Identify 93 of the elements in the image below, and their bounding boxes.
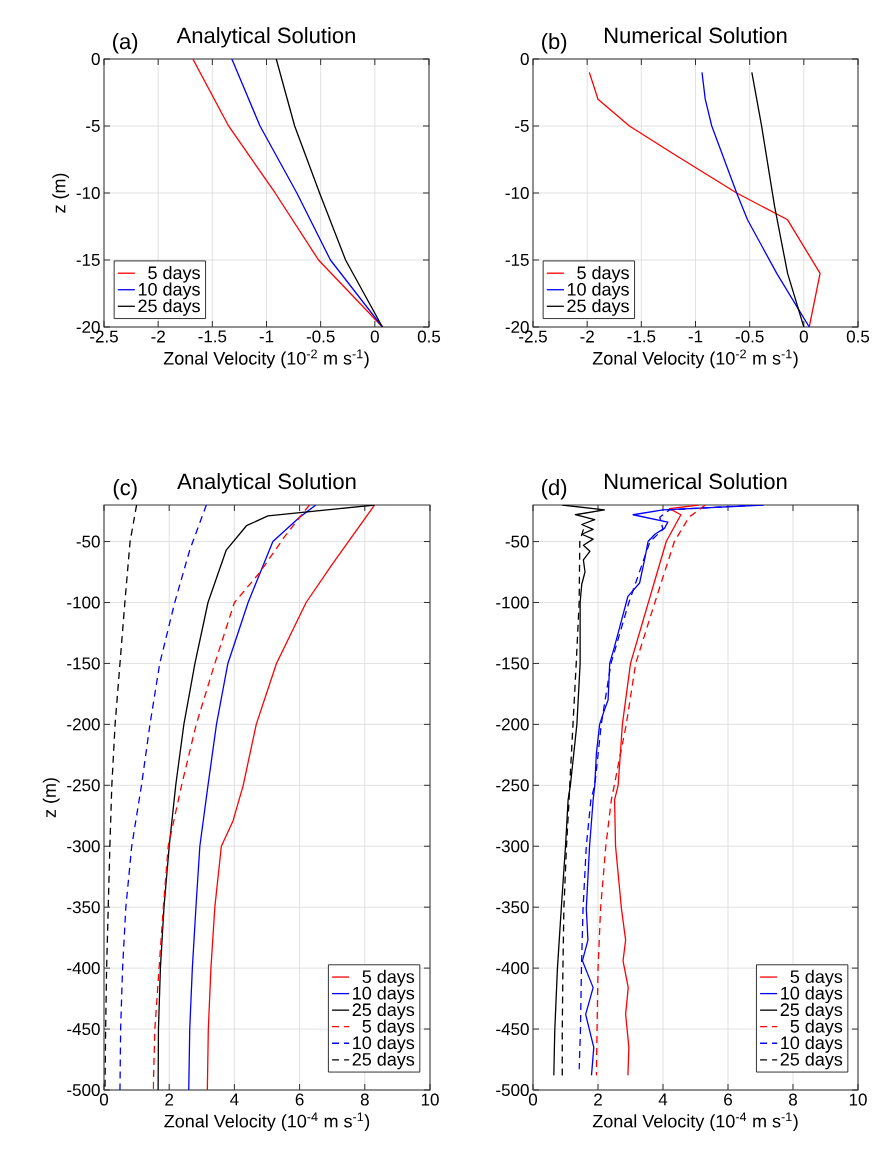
y-tick-label: -500 <box>67 1083 100 1097</box>
y-tick-label: -5 <box>86 120 100 132</box>
chart-title: Numerical Solution <box>604 473 787 490</box>
x-tick-label: 0.5 <box>846 330 870 343</box>
legend-label: 10 days <box>781 1035 843 1053</box>
x-tick-label: 4 <box>658 1093 668 1106</box>
chart-title: Analytical Solution <box>177 473 356 494</box>
x-tick-label: -1 <box>688 330 703 343</box>
legend-label: 5 days <box>577 265 629 283</box>
legend-label: 25 days <box>352 1052 415 1070</box>
y-tick-label: -400 <box>67 962 100 975</box>
line-series <box>157 504 376 1090</box>
x-tick-label: 8 <box>360 1093 369 1106</box>
x-tick-label: 10 <box>421 1093 439 1106</box>
y-tick-label: -50 <box>76 535 100 548</box>
legend-label: 5 days <box>148 265 200 283</box>
legend-label: 25 days <box>567 299 629 316</box>
y-tick-label: -100 <box>496 596 529 609</box>
x-tick-label: 0 <box>528 1093 538 1106</box>
x-tick-label: 10 <box>849 1093 867 1106</box>
chart-title: Analytical Solution <box>176 27 355 48</box>
y-tick-label: -250 <box>67 779 100 792</box>
x-axis-title: Zonal Velocity (10$^{-2}$ m s$^{-1}$) <box>592 349 798 369</box>
y-tick-label: 0 <box>520 52 529 66</box>
x-tick-label: 2 <box>165 1093 174 1106</box>
text: (d) <box>542 479 567 500</box>
line-series <box>231 58 384 327</box>
x-tick-label: 0 <box>799 330 808 343</box>
x-tick-label: -1 <box>259 330 274 343</box>
legend-label: 25 days <box>138 299 200 316</box>
legend-label: 25 days <box>780 1002 843 1020</box>
x-tick-label: -1.5 <box>627 330 656 343</box>
y-tick-label: -15 <box>76 254 100 266</box>
line-series <box>701 71 810 327</box>
y-tick-label: -10 <box>505 186 529 200</box>
x-axis-title: Zonal Velocity (10$^{-2}$ m s$^{-1}$) <box>163 349 369 369</box>
y-tick-label: -15 <box>505 254 529 266</box>
legend-label: 25 days <box>780 1052 843 1070</box>
x-axis-title: Zonal Velocity (10$^{-4}$ m s$^{-1}$) <box>164 1112 370 1132</box>
y-tick-label: -200 <box>496 718 529 731</box>
y-tick-label: -100 <box>67 596 100 609</box>
x-tick-label: -1.5 <box>198 330 227 343</box>
y-tick-label: -200 <box>67 718 100 731</box>
y-axis-title: z (m) <box>42 778 60 818</box>
y-tick-label: -50 <box>505 535 529 548</box>
y-axis-title: z (m) <box>52 173 70 213</box>
y-tick-label: -450 <box>496 1023 529 1036</box>
legend-label: 10 days <box>781 986 843 1004</box>
legend-label: 10 days <box>567 282 629 300</box>
y-tick-label: -150 <box>67 657 100 670</box>
line-series <box>275 58 384 327</box>
x-tick-label: 0 <box>99 1093 109 1106</box>
legend-label: 5 days <box>362 969 415 987</box>
text: (b) <box>542 33 567 54</box>
text: (a) <box>113 33 138 54</box>
y-tick-label: -350 <box>496 901 529 914</box>
line-series <box>119 504 208 1090</box>
line-series <box>188 504 317 1090</box>
y-tick-label: -400 <box>496 962 529 975</box>
legend-label: 5 days <box>362 1019 415 1037</box>
x-tick-label: 0.5 <box>417 330 441 343</box>
line-series <box>206 504 376 1090</box>
y-tick-label: -150 <box>496 657 529 670</box>
y-tick-label: -5 <box>515 120 529 132</box>
y-tick-label: -250 <box>496 779 529 792</box>
x-tick-label: -2 <box>151 330 165 343</box>
x-tick-label: 6 <box>295 1093 304 1106</box>
legend-label: 5 days <box>790 1019 843 1037</box>
y-tick-label: -350 <box>67 901 100 914</box>
y-tick-label: -300 <box>496 840 529 853</box>
legend-label: 5 days <box>790 969 843 987</box>
y-tick-label: -10 <box>76 186 100 200</box>
x-tick-label: 4 <box>230 1093 239 1106</box>
x-tick-label: 0 <box>370 330 379 343</box>
line-series <box>588 71 821 327</box>
text: (c) <box>113 479 137 500</box>
y-tick-label: -300 <box>67 840 100 853</box>
line-series <box>595 504 706 1077</box>
x-axis-title: Zonal Velocity (10$^{-4}$ m s$^{-1}$) <box>592 1112 798 1132</box>
x-tick-label: -2 <box>580 330 594 343</box>
legend-label: 25 days <box>352 1002 415 1020</box>
y-tick-label: -450 <box>67 1023 100 1036</box>
legend-label: 10 days <box>353 986 415 1004</box>
x-tick-label: 8 <box>789 1093 797 1106</box>
x-tick-label: -0.5 <box>306 330 335 343</box>
y-tick-label: 0 <box>91 52 100 66</box>
y-tick-label: -500 <box>496 1083 529 1097</box>
x-tick-label: 2 <box>594 1093 602 1106</box>
legend-label: 10 days <box>138 282 200 300</box>
x-tick-label: -0.5 <box>735 330 764 343</box>
chart-title: Numerical Solution <box>604 27 787 44</box>
legend-label: 10 days <box>353 1035 415 1053</box>
x-tick-label: 6 <box>724 1093 732 1106</box>
